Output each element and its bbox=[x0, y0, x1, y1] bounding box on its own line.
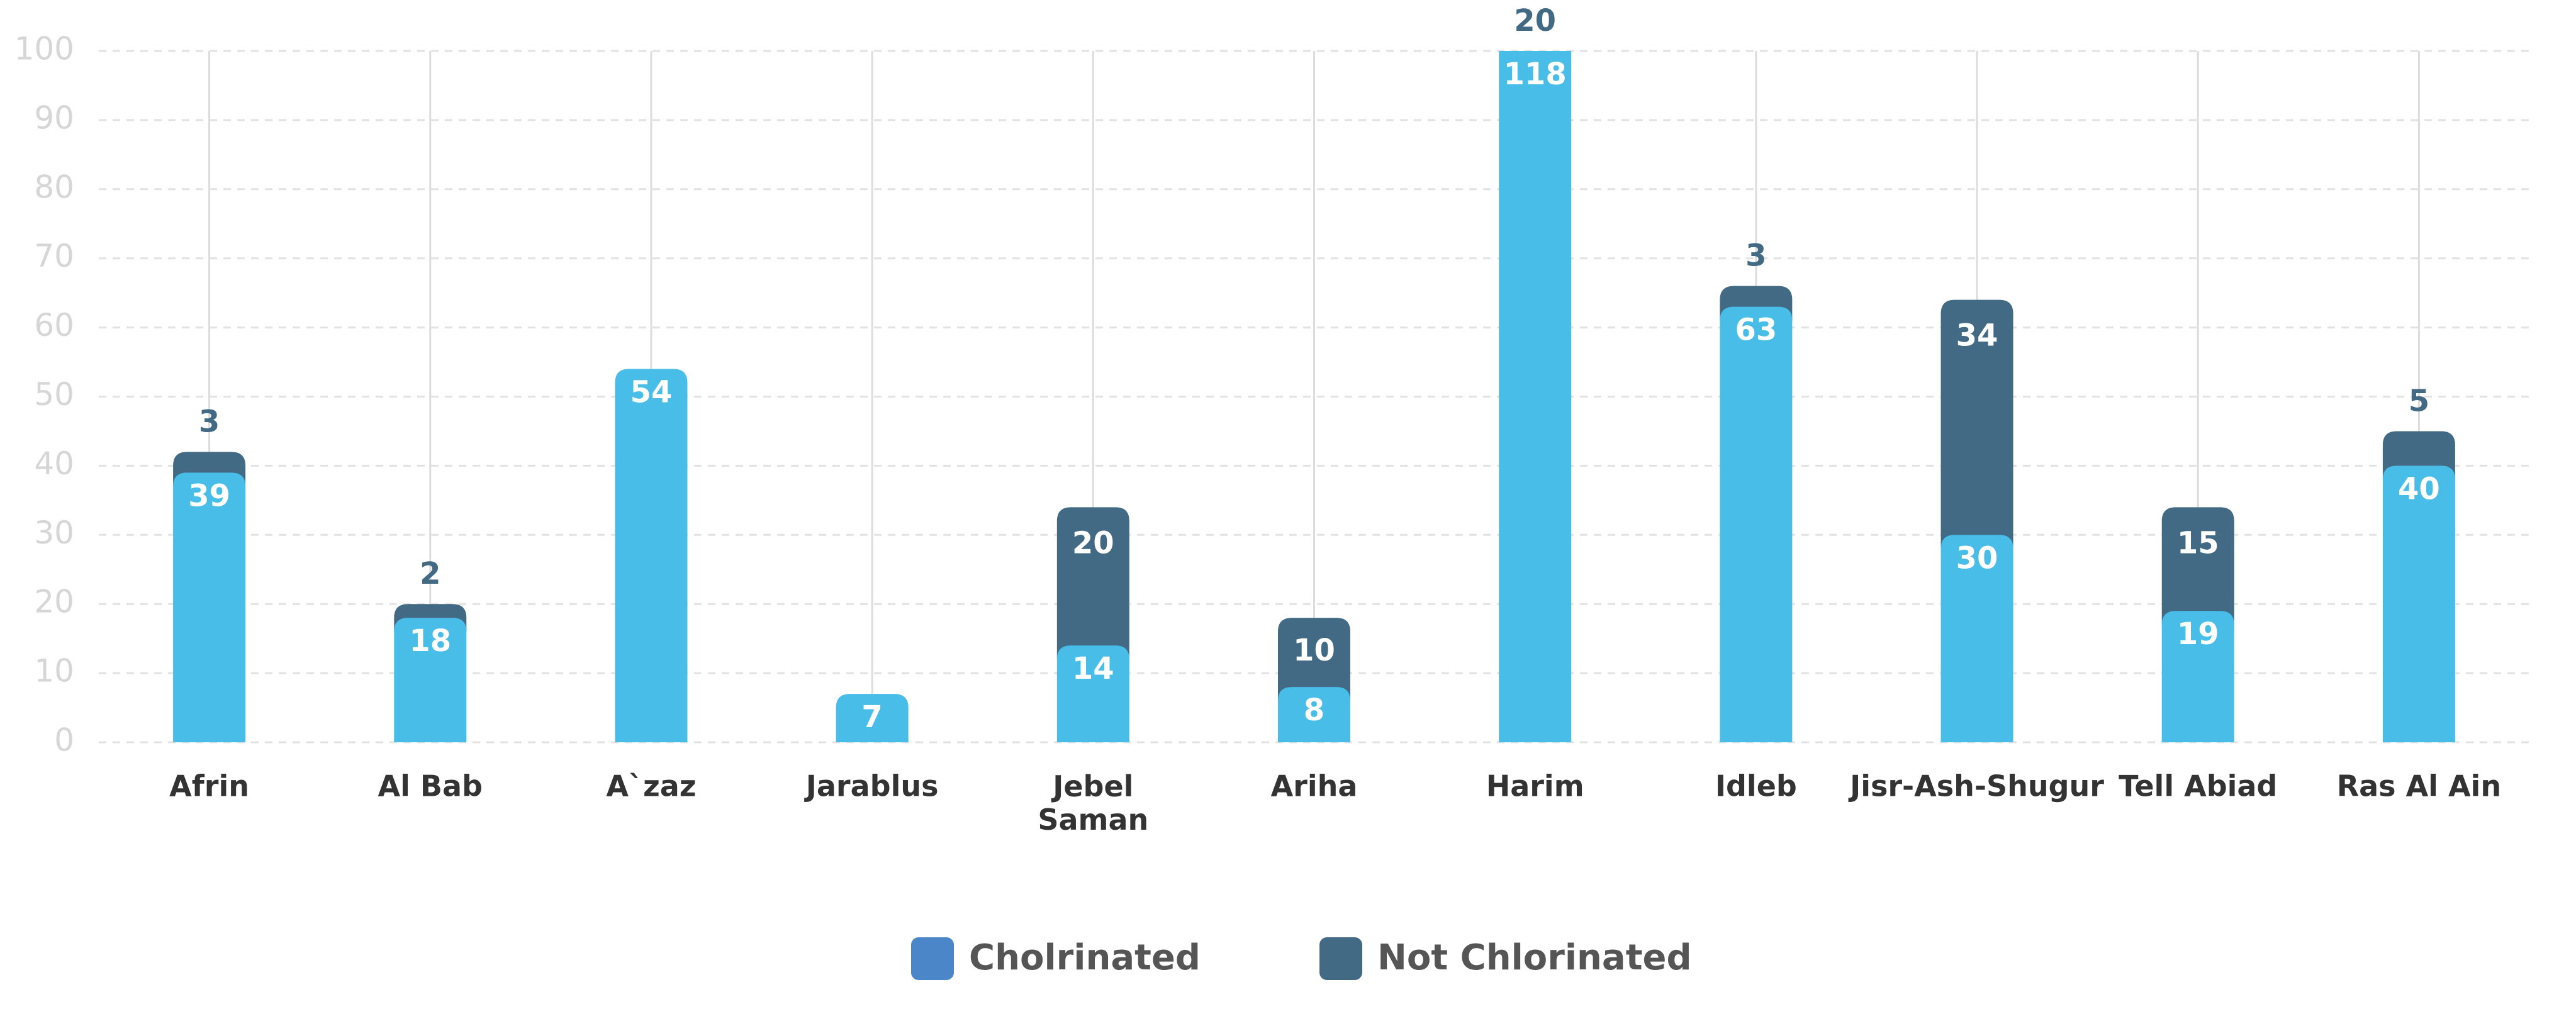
data-label: 30 bbox=[1956, 540, 1998, 576]
data-label: 20 bbox=[1514, 3, 1556, 38]
bar-segment bbox=[1278, 618, 1350, 701]
x-tick-label: Al Bab bbox=[378, 769, 483, 803]
y-tick-label: 50 bbox=[34, 376, 74, 413]
x-tick-label: Jarablus bbox=[804, 769, 939, 803]
data-label: 3 bbox=[1745, 238, 1766, 274]
y-tick-label: 30 bbox=[34, 515, 74, 551]
data-label: 8 bbox=[1304, 693, 1324, 728]
y-tick-label: 0 bbox=[54, 722, 74, 759]
y-tick-label: 70 bbox=[34, 238, 74, 274]
data-label: 63 bbox=[1735, 313, 1777, 348]
data-label: 39 bbox=[188, 478, 230, 513]
data-label: 34 bbox=[1956, 318, 1998, 354]
y-tick-label: 40 bbox=[34, 445, 74, 482]
x-tick-label: Jebel Saman bbox=[1038, 769, 1148, 837]
bar-segment bbox=[2161, 507, 2234, 625]
bar-segment bbox=[615, 369, 688, 742]
data-label: 2 bbox=[420, 556, 440, 591]
data-label: 7 bbox=[861, 700, 882, 735]
legend-label: Not Chlorinated bbox=[1377, 937, 1692, 978]
legend-label: Cholrinated bbox=[969, 937, 1201, 978]
data-label: 15 bbox=[2177, 525, 2219, 560]
y-tick-label: 10 bbox=[34, 653, 74, 689]
x-tick-label: Afrin bbox=[169, 769, 249, 803]
bar-segment bbox=[836, 694, 909, 742]
y-tick-label: 90 bbox=[34, 99, 74, 136]
bar-segment bbox=[2382, 465, 2455, 742]
bar-segment bbox=[394, 618, 467, 742]
legend-swatch bbox=[911, 937, 954, 980]
x-tick-label: Idleb bbox=[1715, 769, 1797, 803]
bar-segment bbox=[1940, 535, 2013, 742]
bar-segment bbox=[1940, 299, 2013, 549]
x-tick-label: Ras Al Ain bbox=[2337, 769, 2501, 803]
legend-swatch bbox=[1319, 937, 1362, 980]
bar-segment bbox=[1499, 51, 1572, 742]
y-tick-label: 80 bbox=[34, 169, 74, 205]
bar-segment bbox=[1056, 645, 1129, 742]
data-label: 10 bbox=[1293, 633, 1335, 668]
y-tick-label: 20 bbox=[34, 584, 74, 620]
data-label: 14 bbox=[1072, 651, 1114, 686]
bar-segment bbox=[1056, 507, 1129, 660]
data-label: 54 bbox=[630, 375, 673, 410]
bar-segment bbox=[1720, 306, 1793, 742]
data-label: 18 bbox=[409, 623, 451, 659]
x-tick-label: Harim bbox=[1486, 769, 1584, 803]
x-tick-label: Tell Abiad bbox=[2119, 769, 2277, 803]
bars bbox=[173, 51, 2455, 742]
x-tick-label: Ariha bbox=[1271, 769, 1358, 803]
data-label: 3 bbox=[199, 404, 220, 439]
data-label: 20 bbox=[1072, 525, 1114, 560]
bar-segment bbox=[173, 472, 246, 742]
x-tick-label: Jisr-Ash-Shugur bbox=[1848, 769, 2104, 803]
bar-segment bbox=[2161, 611, 2234, 742]
data-label: 19 bbox=[2177, 616, 2219, 652]
data-label: 118 bbox=[1504, 57, 1567, 92]
y-tick-label: 60 bbox=[34, 307, 74, 343]
data-label: 5 bbox=[2409, 383, 2429, 418]
x-tick-label: A`zaz bbox=[606, 769, 696, 803]
bar-segment bbox=[1278, 687, 1350, 742]
y-tick-label: 100 bbox=[14, 31, 74, 67]
data-label: 40 bbox=[2398, 471, 2440, 506]
